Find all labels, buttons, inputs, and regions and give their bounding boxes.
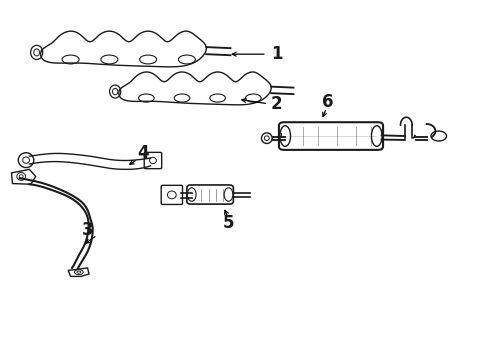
Ellipse shape [280, 126, 291, 146]
Text: 3: 3 [82, 221, 94, 239]
Ellipse shape [187, 188, 196, 201]
Ellipse shape [139, 94, 154, 102]
FancyBboxPatch shape [144, 152, 162, 168]
Text: 4: 4 [138, 144, 149, 162]
Ellipse shape [74, 270, 83, 275]
Text: 2: 2 [270, 95, 282, 113]
Ellipse shape [101, 55, 118, 64]
Ellipse shape [31, 45, 43, 59]
Ellipse shape [174, 94, 190, 102]
Ellipse shape [34, 49, 40, 56]
Ellipse shape [23, 157, 29, 163]
Ellipse shape [149, 157, 156, 164]
Ellipse shape [431, 131, 446, 141]
Ellipse shape [371, 126, 382, 146]
Ellipse shape [113, 88, 118, 95]
Text: 1: 1 [271, 45, 282, 63]
Text: 6: 6 [321, 93, 333, 111]
Text: 5: 5 [222, 213, 234, 231]
Ellipse shape [245, 94, 261, 102]
Ellipse shape [265, 136, 269, 140]
Ellipse shape [18, 153, 34, 168]
Polygon shape [68, 268, 89, 276]
Ellipse shape [77, 271, 81, 273]
FancyBboxPatch shape [187, 185, 233, 204]
Polygon shape [11, 169, 36, 184]
Ellipse shape [62, 55, 79, 64]
Ellipse shape [210, 94, 225, 102]
Ellipse shape [110, 85, 121, 98]
Ellipse shape [262, 133, 272, 144]
Ellipse shape [17, 172, 25, 180]
Ellipse shape [168, 191, 176, 199]
Ellipse shape [140, 55, 157, 64]
Ellipse shape [224, 188, 233, 201]
Ellipse shape [19, 175, 23, 178]
FancyBboxPatch shape [161, 185, 182, 204]
Ellipse shape [178, 55, 196, 64]
FancyBboxPatch shape [279, 122, 383, 150]
